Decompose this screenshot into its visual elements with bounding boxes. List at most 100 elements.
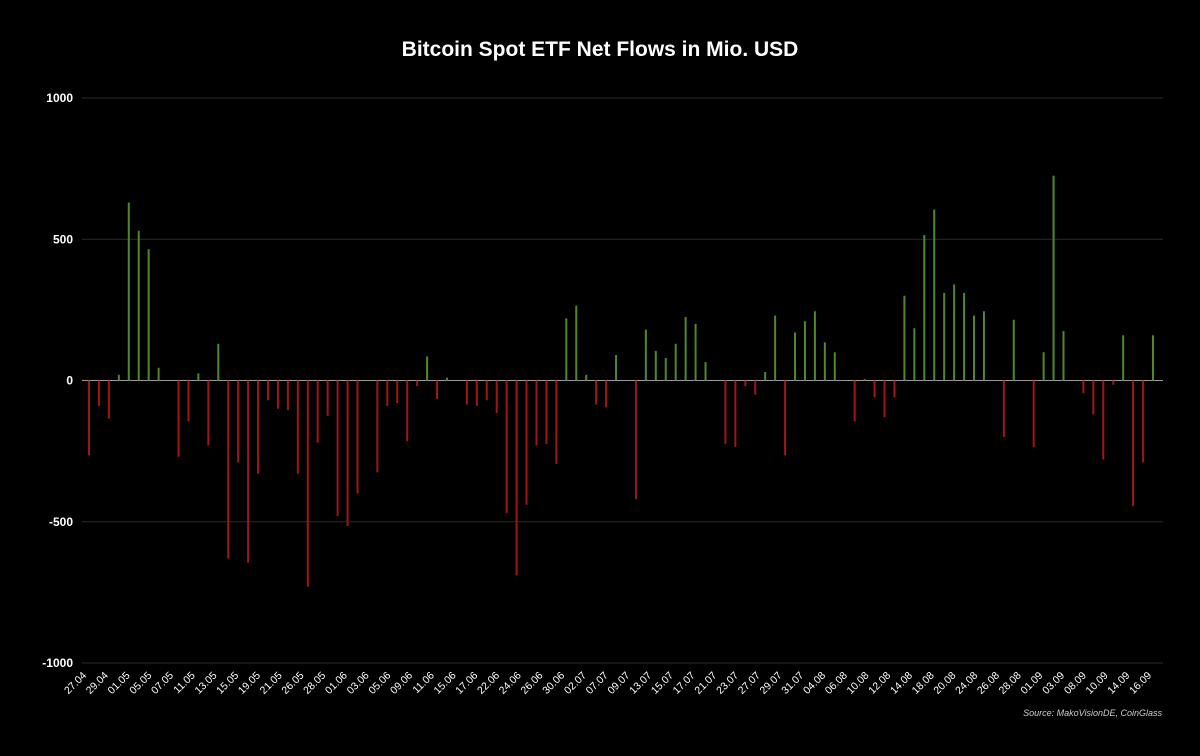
bar — [117, 374, 120, 381]
bar — [336, 380, 339, 517]
bar — [406, 380, 409, 442]
bar — [127, 202, 130, 381]
bar — [276, 380, 279, 409]
bar — [306, 380, 309, 587]
x-tick-label: 11.05 — [171, 670, 198, 697]
x-tick-label: 14.08 — [888, 670, 915, 697]
bar — [227, 380, 230, 559]
bar — [217, 343, 220, 381]
x-tick-label: 14.09 — [1105, 670, 1132, 697]
x-tick-label: 28.08 — [997, 670, 1024, 697]
x-tick-label: 27.04 — [62, 670, 89, 697]
x-tick-label: 20.08 — [931, 670, 958, 697]
bar — [495, 380, 498, 413]
bar — [774, 315, 777, 381]
bar — [1112, 380, 1115, 385]
bar — [674, 343, 677, 381]
x-tick-label: 04.08 — [801, 670, 828, 697]
bar — [515, 380, 518, 576]
x-tick-label: 11.06 — [410, 670, 437, 697]
bar — [813, 311, 816, 381]
x-tick-label: 16.09 — [1127, 670, 1154, 697]
bar — [863, 379, 866, 381]
bar — [903, 295, 906, 381]
bar — [973, 315, 976, 381]
bar — [187, 380, 190, 422]
bar — [286, 380, 289, 411]
bar — [1082, 380, 1085, 394]
bar — [803, 321, 806, 381]
bar — [1142, 380, 1145, 463]
bar — [555, 380, 558, 464]
bar — [565, 318, 568, 381]
x-tick-label: 09.07 — [605, 670, 632, 697]
y-tick-label: 0 — [66, 374, 73, 388]
bar — [177, 380, 180, 457]
bar — [644, 329, 647, 381]
x-tick-label: 13.07 — [627, 670, 654, 697]
bar — [545, 380, 548, 445]
bar — [654, 350, 657, 381]
x-tick-label: 07.07 — [584, 670, 611, 697]
bar — [1122, 335, 1125, 381]
bar — [605, 380, 608, 408]
bar — [445, 377, 448, 381]
bar — [316, 380, 319, 443]
bar — [157, 367, 160, 381]
bar — [396, 380, 399, 404]
bar — [237, 380, 240, 463]
source-note: Source: MakoVisionDE, CoinGlass — [1023, 708, 1162, 718]
x-tick-label: 01.06 — [323, 670, 350, 697]
x-tick-label: 18.08 — [910, 670, 937, 697]
bar — [595, 380, 598, 405]
bar — [943, 292, 946, 381]
bar — [1012, 319, 1015, 381]
x-tick-label: 13.05 — [192, 670, 219, 697]
bars — [88, 175, 1154, 587]
bar — [853, 380, 856, 422]
bar — [684, 316, 687, 381]
bar — [326, 380, 329, 416]
x-tick-label: 23.07 — [714, 670, 741, 697]
bar — [953, 284, 956, 381]
x-tick-label: 10.08 — [845, 670, 872, 697]
bar — [257, 380, 260, 474]
bar — [107, 380, 110, 419]
chart-title: Bitcoin Spot ETF Net Flows in Mio. USD — [401, 38, 799, 61]
y-axis: 1000 500 0 -500 -1000 — [42, 91, 73, 670]
x-tick-label: 08.09 — [1062, 670, 1089, 697]
x-tick-label: 17.06 — [453, 670, 480, 697]
x-tick-label: 03.06 — [345, 670, 372, 697]
bar — [982, 311, 985, 381]
bar — [744, 380, 747, 387]
y-tick-label: -500 — [49, 515, 73, 529]
bar — [754, 380, 757, 395]
bar — [505, 380, 508, 514]
bar — [1062, 331, 1065, 381]
y-tick-label: -1000 — [42, 656, 73, 670]
x-tick-label: 06.08 — [823, 670, 850, 697]
x-tick-label: 01.05 — [106, 670, 133, 697]
bar — [784, 380, 787, 456]
x-tick-label: 26.06 — [518, 670, 545, 697]
bar — [475, 380, 478, 406]
bar — [585, 374, 588, 381]
bar — [386, 380, 389, 406]
bar — [247, 380, 250, 563]
bar — [664, 357, 667, 381]
bar — [615, 355, 618, 381]
bar — [535, 380, 538, 446]
bar — [923, 235, 926, 381]
x-tick-label: 19.05 — [236, 670, 263, 697]
x-tick-label: 26.05 — [279, 670, 306, 697]
x-tick-label: 17.07 — [671, 670, 698, 697]
bar — [823, 342, 826, 381]
bar — [694, 324, 697, 381]
bar — [266, 380, 269, 401]
bar — [913, 328, 916, 381]
x-tick-label: 21.07 — [692, 670, 719, 697]
gridlines — [82, 97, 1163, 664]
bar — [356, 380, 359, 494]
x-tick-label: 12.08 — [866, 670, 893, 697]
x-tick-label: 05.06 — [366, 670, 393, 697]
